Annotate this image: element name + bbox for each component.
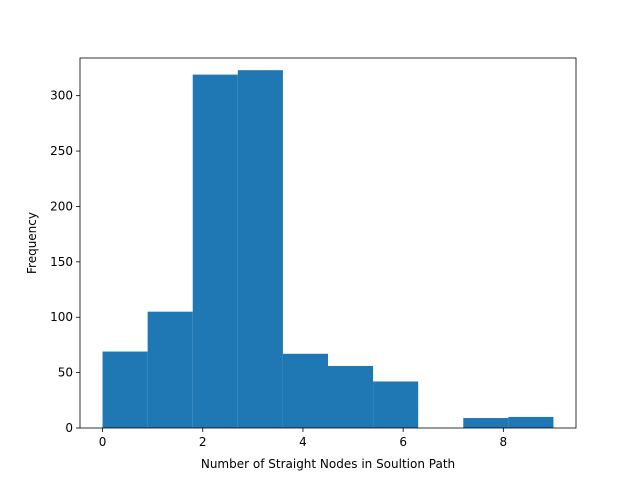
y-tick-label: 150 xyxy=(50,255,73,269)
x-axis-ticks: 0 2 4 6 8 xyxy=(99,428,507,449)
y-tick-label: 200 xyxy=(50,199,73,213)
histogram-bar xyxy=(373,381,419,428)
x-tick-label: 6 xyxy=(399,435,407,449)
histogram-bar xyxy=(237,70,283,428)
x-tick-label: 8 xyxy=(500,435,508,449)
histogram-bar xyxy=(192,74,238,429)
x-tick-label: 4 xyxy=(299,435,307,449)
bars-group xyxy=(102,70,554,429)
y-tick-label: 50 xyxy=(58,366,73,380)
histogram-bar xyxy=(282,353,328,428)
histogram-bar xyxy=(328,365,374,428)
x-tick-label: 2 xyxy=(199,435,207,449)
x-axis-label: Number of Straight Nodes in Soultion Pat… xyxy=(201,457,455,471)
y-axis-ticks: 0 50 100 150 200 250 300 xyxy=(50,89,80,435)
y-tick-label: 250 xyxy=(50,144,73,158)
histogram-bar xyxy=(147,311,193,428)
x-tick-label: 0 xyxy=(99,435,107,449)
y-axis-label: Frequency xyxy=(25,212,39,274)
y-tick-label: 100 xyxy=(50,310,73,324)
histogram-bar xyxy=(508,416,554,428)
histogram-bar xyxy=(102,351,148,428)
y-tick-label: 0 xyxy=(65,421,73,435)
histogram-bar xyxy=(463,418,509,428)
plot-frame xyxy=(79,57,577,429)
y-tick-label: 300 xyxy=(50,89,73,103)
